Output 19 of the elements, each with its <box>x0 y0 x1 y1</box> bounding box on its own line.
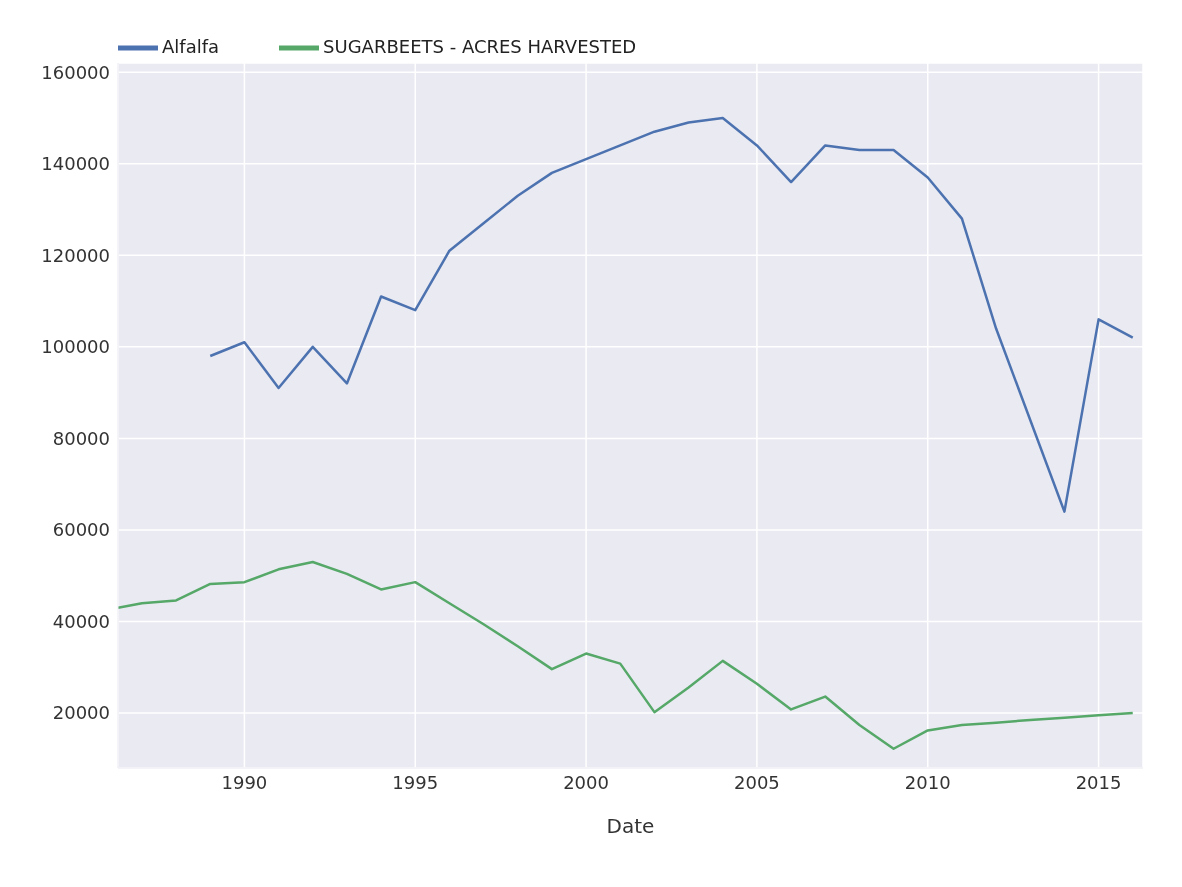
y-tick-label: 140000 <box>41 153 110 175</box>
x-tick-label: 1990 <box>221 771 268 793</box>
y-tick-label: 60000 <box>52 519 110 541</box>
y-tick-label: 160000 <box>41 61 110 83</box>
x-tick-label: 1995 <box>392 771 439 793</box>
y-tick-label: 120000 <box>41 244 110 266</box>
line-series <box>118 560 1134 751</box>
x-tick-label: 2005 <box>734 771 780 793</box>
y-tick-label: 80000 <box>52 427 110 449</box>
line-series <box>209 116 1134 513</box>
x-tick-label: 2010 <box>904 771 951 793</box>
legend-label: SUGARBEETS - ACRES HARVESTED <box>323 35 637 57</box>
y-tick-label: 100000 <box>41 336 110 358</box>
y-tick-label: 40000 <box>52 610 110 632</box>
y-tick-label: 20000 <box>52 702 110 724</box>
legend-label: Alfalfa <box>162 35 220 57</box>
x-axis-title: Date <box>606 814 655 838</box>
x-tick-label: 2015 <box>1075 771 1122 793</box>
x-tick-label: 2000 <box>563 771 609 793</box>
